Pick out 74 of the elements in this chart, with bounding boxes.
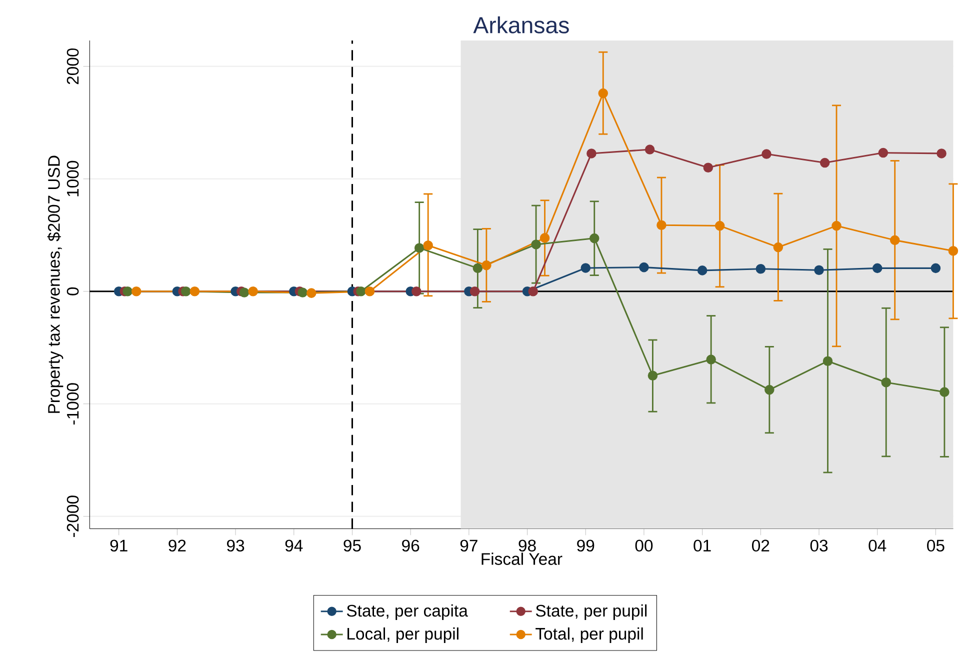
legend-label: State, per capita xyxy=(346,604,468,620)
point xyxy=(773,242,784,252)
point xyxy=(364,286,375,296)
x-tick-label: 97 xyxy=(460,540,478,552)
point xyxy=(528,286,538,296)
point xyxy=(703,162,714,173)
x-tick-label: 93 xyxy=(227,540,244,552)
point xyxy=(648,370,658,381)
point xyxy=(714,220,725,231)
point xyxy=(656,220,666,230)
point xyxy=(832,220,842,231)
point xyxy=(644,144,655,154)
point xyxy=(239,288,250,298)
point xyxy=(472,263,483,274)
point xyxy=(697,266,708,276)
point xyxy=(298,288,308,298)
point xyxy=(639,262,649,272)
y-axis-title: Property tax revenues, $2007 USD xyxy=(47,156,64,413)
point xyxy=(122,286,132,296)
point xyxy=(531,240,541,250)
y-tick-label: -1000 xyxy=(66,383,79,425)
chart-title: Arkansas xyxy=(473,16,569,34)
point xyxy=(878,148,888,158)
point xyxy=(190,286,200,296)
x-axis-title: Fiscal Year xyxy=(482,552,562,565)
point xyxy=(820,158,830,168)
point xyxy=(131,286,142,296)
point xyxy=(540,233,550,243)
point xyxy=(756,264,766,274)
point xyxy=(881,377,891,388)
point xyxy=(930,263,941,274)
point xyxy=(306,288,316,298)
x-tick-label: 04 xyxy=(868,540,886,552)
point xyxy=(890,235,900,246)
x-tick-label: 91 xyxy=(110,540,128,552)
point xyxy=(764,384,774,395)
x-tick-label: 05 xyxy=(927,540,944,552)
point xyxy=(470,286,480,296)
x-tick-label: 98 xyxy=(518,540,536,552)
point xyxy=(586,148,596,158)
x-tick-label: 00 xyxy=(635,540,653,552)
point xyxy=(940,387,950,397)
point xyxy=(822,356,833,366)
point xyxy=(814,265,824,275)
point xyxy=(936,148,946,158)
x-tick-label: 01 xyxy=(694,540,711,552)
point xyxy=(762,149,772,159)
x-tick-label: 99 xyxy=(577,540,594,552)
point xyxy=(948,246,958,256)
x-tick-label: 02 xyxy=(752,540,770,552)
point xyxy=(414,243,424,253)
point xyxy=(356,286,366,296)
point xyxy=(598,88,608,98)
point xyxy=(482,260,492,270)
y-tick-label: 0 xyxy=(66,287,79,296)
legend-label: Total, per pupil xyxy=(536,627,643,644)
x-tick-label: 96 xyxy=(402,540,420,552)
y-tick-label: 2000 xyxy=(66,48,79,84)
point xyxy=(423,240,433,250)
point xyxy=(412,286,422,296)
legend-label: State, per pupil xyxy=(536,604,647,620)
y-tick-label: 1000 xyxy=(66,160,79,196)
x-tick-label: 94 xyxy=(285,540,303,552)
x-tick-label: 03 xyxy=(810,540,828,552)
legend-label: Local, per pupil xyxy=(348,627,458,644)
point xyxy=(580,263,591,273)
point xyxy=(872,263,882,274)
x-tick-label: 92 xyxy=(168,540,186,552)
point xyxy=(706,354,716,364)
point xyxy=(181,286,191,296)
y-tick-label: -2000 xyxy=(66,496,79,537)
x-tick-label: 95 xyxy=(344,540,361,552)
point xyxy=(248,286,258,296)
point xyxy=(589,233,600,244)
